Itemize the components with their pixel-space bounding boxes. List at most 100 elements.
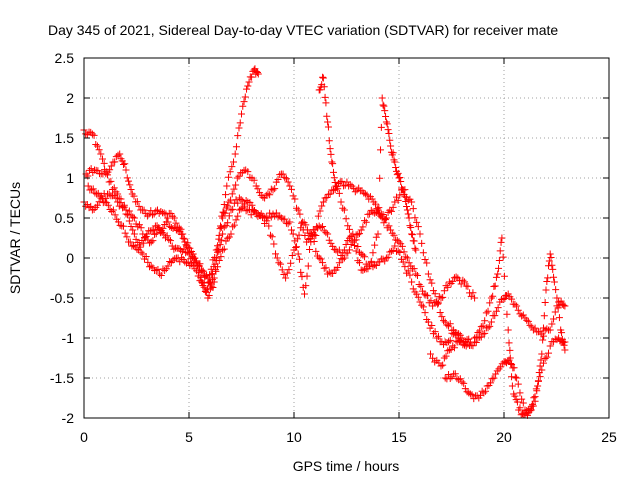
data-point-marker xyxy=(109,206,117,214)
data-point-marker xyxy=(461,278,469,286)
data-point-marker xyxy=(241,93,249,101)
data-point-marker xyxy=(219,230,227,238)
data-point-marker xyxy=(350,241,358,249)
data-point-marker xyxy=(337,198,345,206)
data-point-marker xyxy=(453,331,461,339)
data-point-marker xyxy=(491,282,499,290)
data-point-marker xyxy=(240,98,248,106)
data-point-marker xyxy=(414,223,422,231)
data-point-marker xyxy=(231,150,239,158)
data-point-marker xyxy=(371,200,379,208)
data-point-marker xyxy=(516,389,524,397)
data-point-marker xyxy=(545,257,553,265)
data-point-marker xyxy=(506,346,514,354)
data-point-marker xyxy=(293,235,301,243)
data-point-marker xyxy=(225,212,233,220)
data-point-marker xyxy=(127,222,135,230)
data-point-marker xyxy=(527,406,535,414)
data-point-marker xyxy=(136,243,144,251)
data-point-marker xyxy=(539,332,547,340)
data-point-marker xyxy=(401,263,409,271)
data-point-marker xyxy=(529,400,537,408)
data-point-marker xyxy=(334,185,342,193)
data-point-marker xyxy=(401,193,409,201)
data-point-marker xyxy=(444,347,452,355)
data-point-marker xyxy=(552,286,560,294)
data-point-marker xyxy=(121,229,129,237)
data-point-marker xyxy=(344,222,352,230)
data-point-marker xyxy=(446,336,454,344)
data-point-marker xyxy=(150,210,158,218)
data-point-marker xyxy=(116,150,124,158)
data-point-marker xyxy=(208,283,216,291)
data-point-marker xyxy=(508,382,516,390)
data-point-marker xyxy=(132,235,140,243)
data-point-marker xyxy=(129,213,137,221)
data-point-marker xyxy=(431,328,439,336)
data-point-marker xyxy=(534,377,542,385)
data-point-marker xyxy=(404,210,412,218)
data-point-marker xyxy=(458,378,466,386)
data-point-marker xyxy=(421,255,429,263)
data-point-marker xyxy=(500,272,508,280)
y-tick-label: 2.5 xyxy=(55,50,75,66)
data-point-marker xyxy=(250,176,258,184)
data-point-marker xyxy=(152,230,160,238)
data-point-marker xyxy=(387,226,395,234)
data-point-marker xyxy=(323,193,331,201)
data-point-marker xyxy=(272,209,280,217)
data-point-marker xyxy=(135,221,143,229)
data-point-marker xyxy=(193,262,201,270)
x-tick-label: 5 xyxy=(185,429,193,445)
data-point-marker xyxy=(271,185,279,193)
data-point-marker xyxy=(419,249,427,257)
data-point-marker xyxy=(516,404,524,412)
data-point-marker xyxy=(546,326,554,334)
data-point-marker xyxy=(227,206,235,214)
series-track-3 xyxy=(80,186,474,346)
data-point-marker xyxy=(353,186,361,194)
data-point-marker xyxy=(530,394,538,402)
data-point-marker xyxy=(125,217,133,225)
data-point-marker xyxy=(396,174,404,182)
data-point-marker xyxy=(428,321,436,329)
x-tick-label: 15 xyxy=(391,429,407,445)
data-point-marker xyxy=(352,247,360,255)
y-axis-label: SDTVAR / TECUs xyxy=(7,182,23,294)
data-point-marker xyxy=(367,257,375,265)
data-point-marker xyxy=(443,321,451,329)
data-point-marker xyxy=(492,307,500,315)
data-point-marker xyxy=(496,247,504,255)
data-point-marker xyxy=(442,282,450,290)
data-point-marker xyxy=(439,293,447,301)
data-point-marker xyxy=(435,293,443,301)
data-point-marker xyxy=(287,185,295,193)
data-point-marker xyxy=(235,194,243,202)
data-point-marker xyxy=(531,324,539,332)
data-point-marker xyxy=(169,225,177,233)
data-point-marker xyxy=(439,361,447,369)
data-point-marker xyxy=(412,246,420,254)
data-point-marker xyxy=(345,225,353,233)
data-point-marker xyxy=(185,250,193,258)
data-point-marker xyxy=(114,198,122,206)
data-point-marker xyxy=(445,278,453,286)
data-point-marker xyxy=(325,236,333,244)
data-point-marker xyxy=(149,237,157,245)
data-point-marker xyxy=(499,295,507,303)
data-point-marker xyxy=(550,273,558,281)
data-point-marker xyxy=(266,231,274,239)
data-point-marker xyxy=(172,219,180,227)
data-point-marker xyxy=(497,238,505,246)
data-point-marker xyxy=(385,222,393,230)
data-point-marker xyxy=(295,231,303,239)
data-point-marker xyxy=(111,211,119,219)
data-point-marker xyxy=(167,237,175,245)
data-point-marker xyxy=(190,258,198,266)
data-point-marker xyxy=(382,113,390,121)
data-point-marker xyxy=(100,159,108,167)
data-point-marker xyxy=(408,198,416,206)
data-point-marker xyxy=(507,360,515,368)
data-point-marker xyxy=(386,206,394,214)
data-point-marker xyxy=(245,78,253,86)
